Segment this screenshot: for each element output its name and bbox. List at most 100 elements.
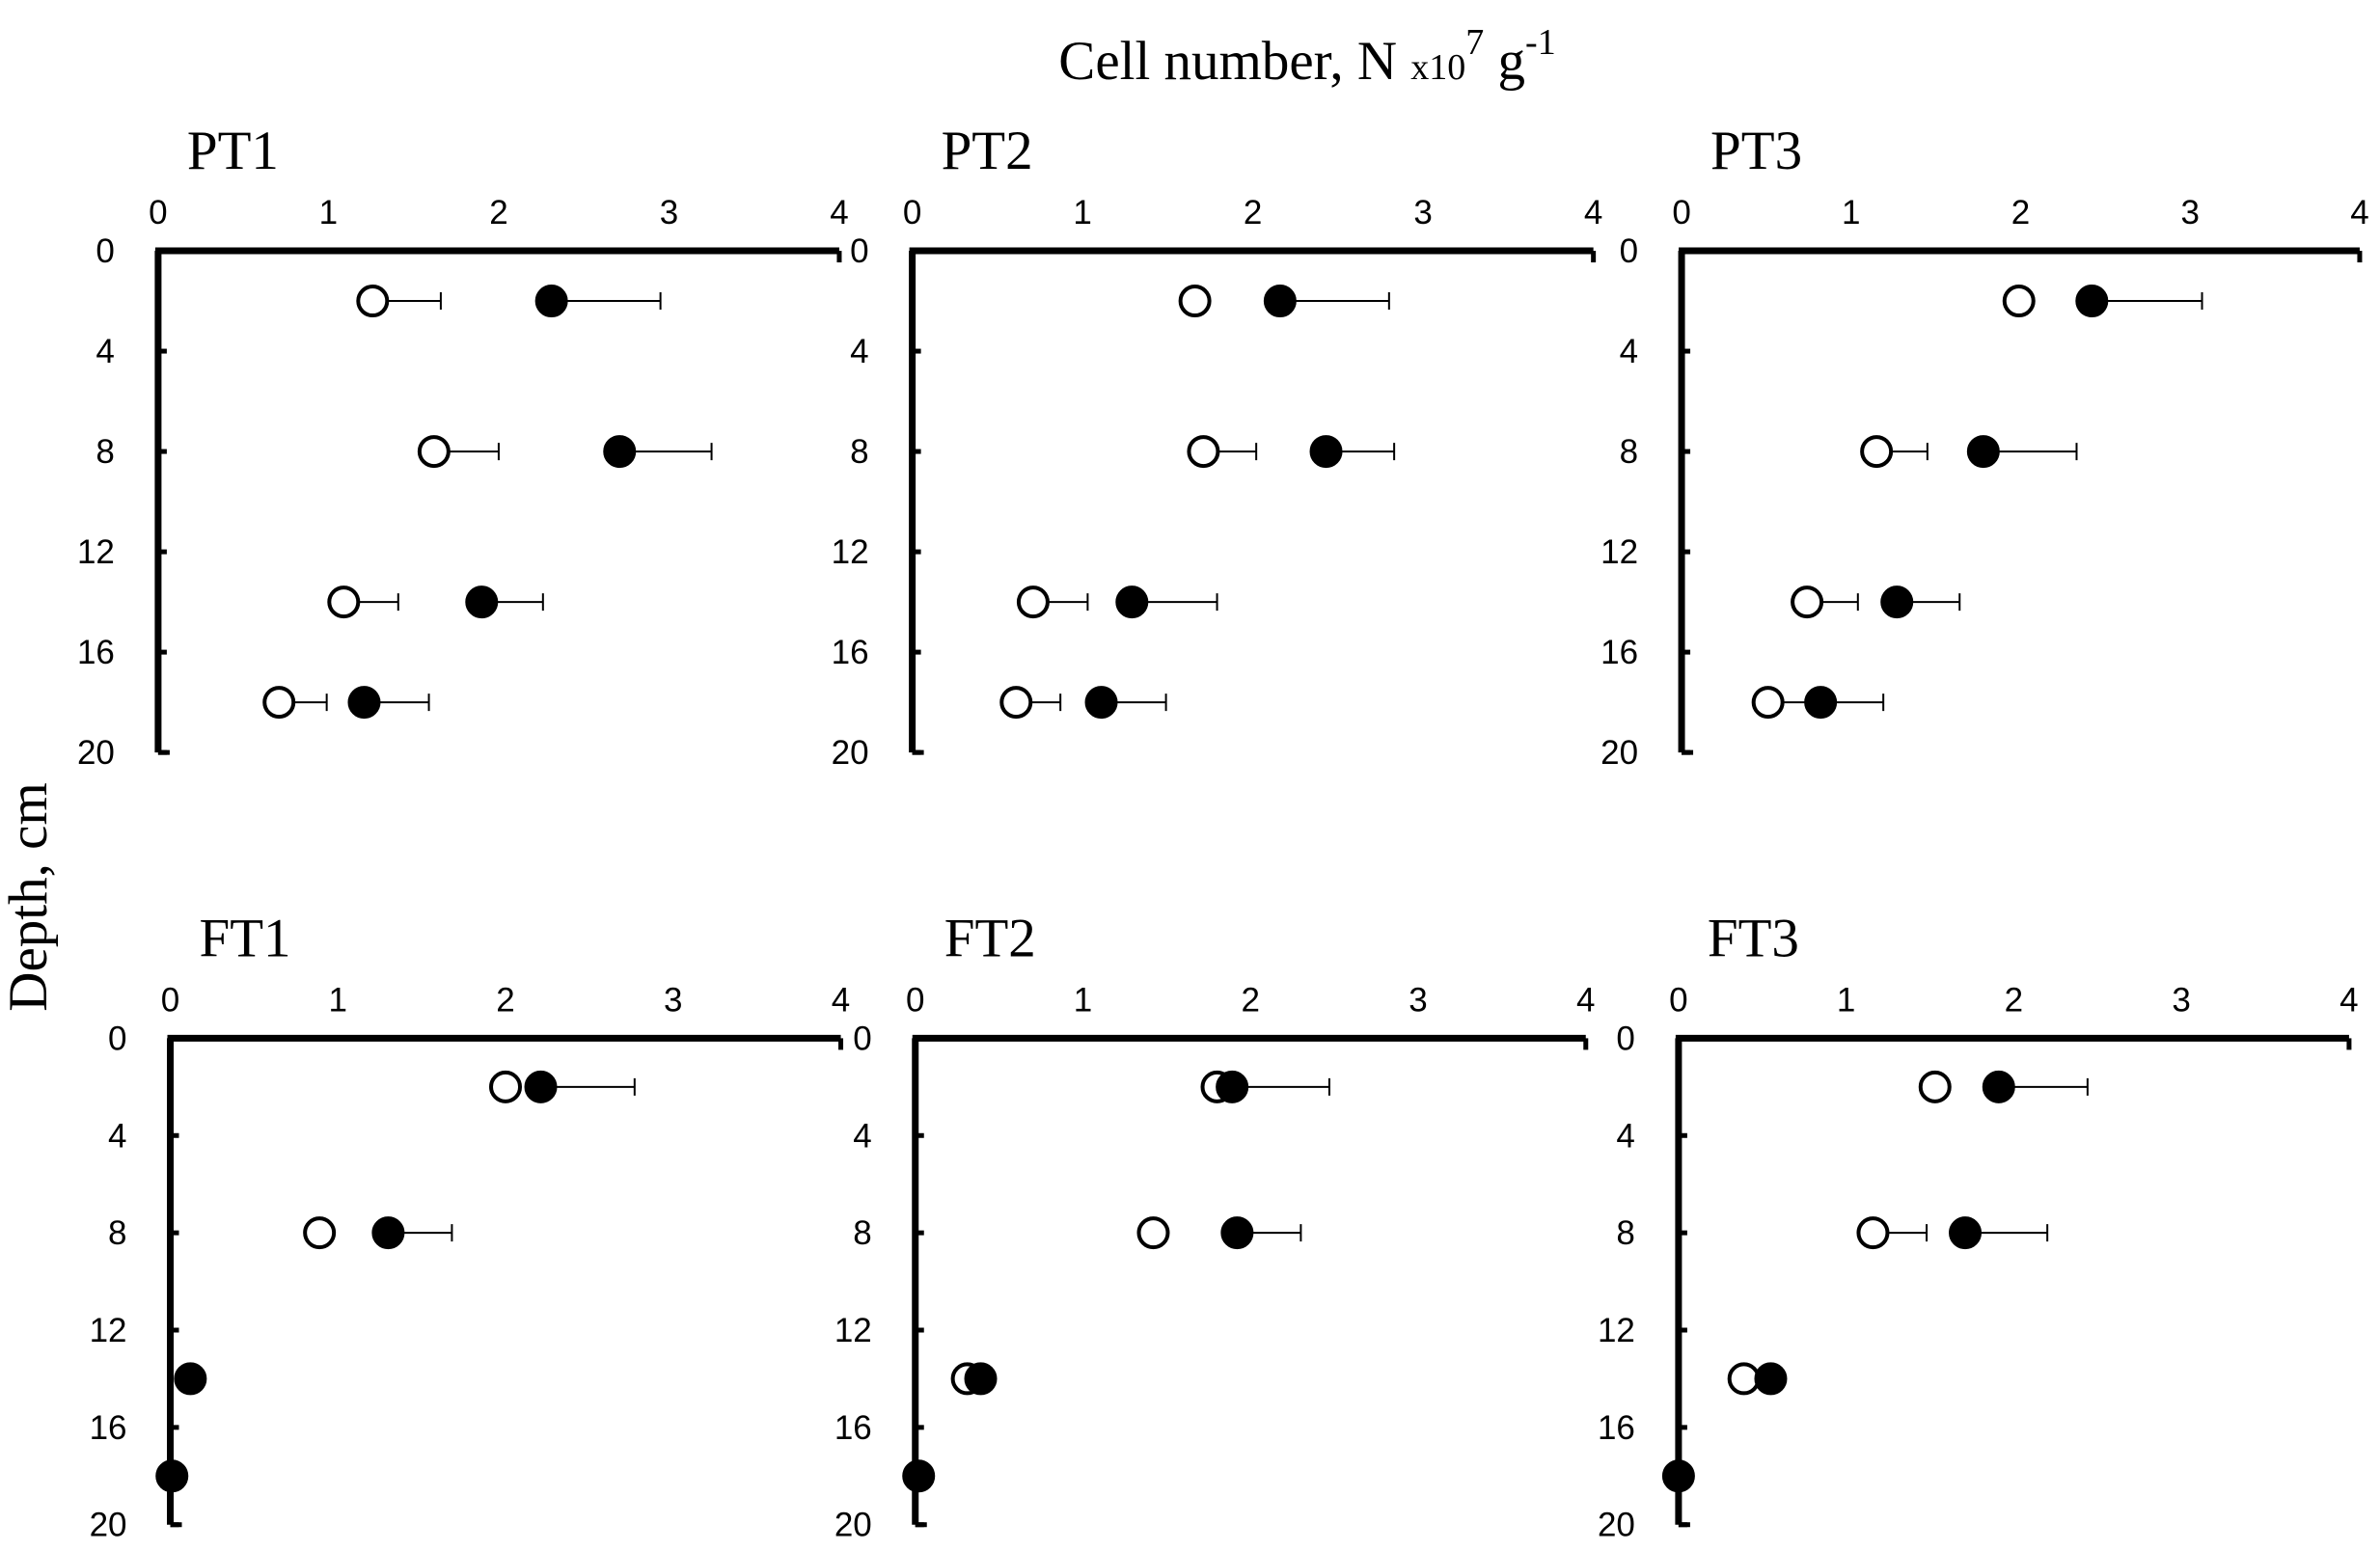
x-tick-label: 3	[664, 981, 682, 1019]
y-tick-label: 16	[832, 634, 869, 671]
filled-marker	[524, 1070, 558, 1103]
x-tick-label: 4	[830, 194, 848, 231]
open-marker	[1856, 1216, 1890, 1250]
x-tick-label: 4	[1576, 981, 1595, 1019]
open-marker	[417, 435, 451, 469]
filled-marker	[902, 1459, 936, 1493]
y-tick-label: 12	[1598, 1312, 1635, 1349]
x-tick-label: 2	[1244, 194, 1262, 231]
open-marker	[1918, 1070, 1952, 1103]
filled-marker	[534, 285, 568, 318]
y-tick-label: 0	[1616, 1020, 1634, 1057]
error-bar	[1279, 292, 1390, 311]
y-tick-label: 0	[853, 1020, 871, 1057]
x-tick-label: 3	[2180, 194, 2199, 231]
error-bar	[551, 292, 662, 311]
x-tick-label: 0	[149, 194, 167, 231]
filled-marker	[1216, 1070, 1249, 1103]
filled-marker	[2075, 285, 2109, 318]
x-tick-label: 0	[903, 194, 921, 231]
open-marker	[489, 1070, 523, 1103]
y-tick-label: 16	[90, 1409, 127, 1447]
filled-marker	[1084, 686, 1118, 720]
x-title-exp: 7	[1465, 22, 1484, 63]
filled-marker	[1263, 285, 1297, 318]
x-title-unit-exp: -1	[1525, 22, 1556, 63]
x-tick-label: 4	[832, 981, 850, 1019]
y-tick-label: 20	[77, 734, 115, 772]
filled-marker	[1804, 686, 1838, 720]
x-tick-label: 3	[1409, 981, 1427, 1019]
x-tick-label: 2	[496, 981, 514, 1019]
y-tick-label: 0	[850, 232, 868, 270]
x-tick-label: 4	[2339, 981, 2358, 1019]
y-tick-label: 8	[96, 433, 114, 471]
x-tick-label: 0	[1669, 981, 1687, 1019]
filled-marker	[347, 686, 381, 720]
filled-marker	[371, 1216, 405, 1250]
open-marker	[356, 285, 390, 318]
y-tick-label: 4	[853, 1117, 871, 1155]
open-marker	[1791, 585, 1824, 619]
open-marker	[2002, 285, 2036, 318]
filled-marker	[1115, 585, 1149, 619]
filled-marker	[1754, 1362, 1788, 1396]
y-tick-label: 8	[108, 1214, 126, 1252]
x-tick-label: 2	[1242, 981, 1260, 1019]
panel-title: FT1	[200, 908, 291, 968]
open-marker	[327, 585, 361, 619]
x-tick-label: 3	[1413, 194, 1432, 231]
filled-marker	[603, 435, 637, 469]
error-bar	[2092, 292, 2203, 311]
y-tick-label: 20	[1600, 734, 1638, 772]
y-tick-label: 8	[850, 433, 868, 471]
y-tick-label: 8	[853, 1214, 871, 1252]
x-tick-label: 2	[2011, 194, 2030, 231]
open-marker	[1136, 1216, 1170, 1250]
x-tick-label: 1	[1074, 981, 1092, 1019]
y-axis-title: Depth, cm	[0, 782, 59, 1011]
x-tick-label: 1	[329, 981, 347, 1019]
x-tick-label: 1	[1073, 194, 1091, 231]
y-tick-label: 4	[96, 333, 114, 370]
x-tick-label: 1	[319, 194, 338, 231]
y-tick-label: 12	[832, 533, 869, 571]
y-tick-label: 0	[96, 232, 114, 270]
open-marker	[1727, 1362, 1761, 1396]
open-marker	[999, 686, 1033, 720]
filled-marker	[1949, 1216, 1983, 1250]
x-tick-label: 2	[2005, 981, 2023, 1019]
y-tick-label: 20	[1598, 1507, 1635, 1544]
y-tick-label: 12	[90, 1312, 127, 1349]
filled-marker	[155, 1459, 189, 1493]
y-tick-label: 20	[834, 1507, 872, 1544]
x-tick-label: 3	[660, 194, 678, 231]
open-marker	[1016, 585, 1050, 619]
filled-marker	[174, 1362, 207, 1396]
filled-marker	[1309, 435, 1343, 469]
open-marker	[1187, 435, 1220, 469]
open-marker	[303, 1216, 337, 1250]
y-tick-label: 4	[108, 1117, 126, 1155]
filled-marker	[964, 1362, 998, 1396]
x-tick-label: 2	[489, 194, 507, 231]
y-tick-label: 16	[834, 1409, 872, 1447]
x-axis-title: Cell number, N x107 g-1	[1058, 6, 1555, 92]
filled-marker	[1661, 1459, 1695, 1493]
y-tick-label: 4	[850, 333, 868, 370]
panel-title: FT2	[944, 908, 1036, 968]
y-tick-label: 16	[77, 634, 115, 671]
panel-title: PT1	[187, 121, 279, 181]
y-tick-label: 16	[1598, 1409, 1635, 1447]
y-tick-label: 20	[832, 734, 869, 772]
panel-title: PT2	[942, 121, 1033, 181]
y-tick-label: 12	[1600, 533, 1638, 571]
x-tick-label: 1	[1837, 981, 1855, 1019]
y-tick-label: 20	[90, 1507, 127, 1544]
y-tick-label: 4	[1620, 333, 1638, 370]
y-tick-label: 12	[77, 533, 115, 571]
x-tick-label: 3	[2172, 981, 2190, 1019]
y-tick-label: 8	[1620, 433, 1638, 471]
